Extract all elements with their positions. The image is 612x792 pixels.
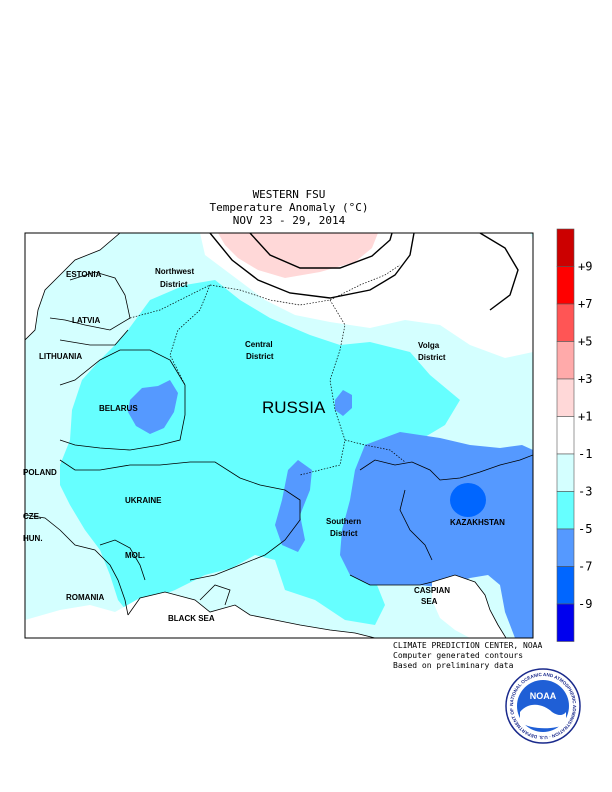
label-black-sea: BLACK SEA (168, 614, 215, 623)
contour-line-a (209, 233, 415, 299)
border-ukraine (59, 459, 301, 581)
credit-line-3: Based on preliminary data (393, 661, 514, 670)
map-subtitle: Temperature Anomaly (°C) (209, 201, 369, 214)
legend-tick-label: -3 (578, 485, 592, 499)
border-caucasus (349, 574, 433, 586)
label-latvia: LATVIA (72, 316, 101, 325)
legend-tick-label: -9 (578, 597, 592, 611)
anomaly-pocket-belarus (128, 380, 178, 434)
legend-tick-label: -1 (578, 447, 592, 461)
legend-swatch (556, 228, 575, 267)
legend-tick-label: -7 (578, 560, 592, 574)
label-estonia: ESTONIA (66, 270, 102, 279)
district-border-northwest (129, 264, 401, 319)
map-title: WESTERN FSU (252, 188, 326, 201)
anomaly-band-pink (218, 233, 378, 278)
credit-block: CLIMATE PREDICTION CENTER, NOAA Computer… (393, 641, 542, 671)
border-moldova (99, 539, 146, 581)
anomaly-pocket-central (335, 390, 352, 416)
border-kazakhstan (359, 454, 533, 481)
legend-swatch (556, 603, 575, 642)
legend-tick-label: +5 (578, 335, 592, 349)
label-volga-2: District (418, 353, 446, 362)
map-title-block: WESTERN FSU Temperature Anomaly (°C) NOV… (0, 188, 578, 227)
legend-swatch (556, 266, 575, 305)
baltic-sea (25, 233, 120, 340)
label-czech: CZE. (23, 512, 41, 521)
label-caspian-2: SEA (421, 597, 438, 606)
legend-swatch (556, 453, 575, 492)
logo-bird-icon (520, 704, 566, 729)
district-border-southern (344, 439, 406, 463)
anomaly-pocket-kazakhstan (450, 483, 486, 517)
label-caspian-1: CASPIAN (414, 586, 450, 595)
label-northwest-1: Northwest (155, 267, 194, 276)
legend-swatch (556, 416, 575, 455)
border-volga-delta (399, 489, 433, 561)
label-moldova: MOL. (125, 551, 145, 560)
credit-line-2: Computer generated contours (393, 651, 524, 660)
border-romania (25, 514, 129, 616)
coastline-black-sea (127, 591, 376, 638)
label-ukraine: UKRAINE (125, 496, 162, 505)
border-lithuania (59, 329, 129, 346)
legend-swatch (556, 528, 575, 567)
label-poland: POLAND (23, 468, 57, 477)
label-kazakhstan: KAZAKHSTAN (450, 518, 505, 527)
label-southern-2: District (330, 529, 358, 538)
label-belarus: BELARUS (99, 404, 138, 413)
label-volga-1: Volga (418, 341, 440, 350)
label-central-1: Central (245, 340, 273, 349)
label-romania: ROMANIA (66, 593, 104, 602)
map-labels: RUSSIA ESTONIA LATVIA LITHUANIA BELARUS … (23, 267, 505, 623)
legend-tick-label: +7 (578, 297, 592, 311)
anomaly-band-cyan (60, 280, 460, 625)
coastline-baltic (25, 233, 121, 341)
legend-tick-label: +3 (578, 372, 592, 386)
logo-center-text: NOAA (530, 691, 557, 701)
legend-swatch (556, 341, 575, 380)
label-central-2: District (246, 352, 274, 361)
label-lithuania: LITHUANIA (39, 352, 82, 361)
map-date: NOV 23 - 29, 2014 (232, 214, 346, 227)
district-border-central-west (169, 284, 211, 386)
legend-tick-label: +1 (578, 410, 592, 424)
black-sea (25, 592, 375, 638)
credit-line-1: CLIMATE PREDICTION CENTER, NOAA (393, 641, 543, 650)
map-frame (24, 232, 534, 639)
legend-swatch (556, 491, 575, 530)
caspian-sea (432, 575, 506, 638)
border-belarus (59, 349, 186, 451)
label-russia: RUSSIA (262, 398, 326, 417)
legend-swatch (556, 303, 575, 342)
contour-line-c (479, 233, 519, 311)
color-legend: +9 +7 +5 +3 +1 -1 -3 -5 -7 -9 (556, 228, 592, 642)
legend-tick-label: +9 (578, 260, 592, 274)
coastline-caspian (431, 574, 507, 638)
contour-line-b (249, 233, 393, 269)
anomaly-pocket-south (275, 460, 312, 552)
legend-tick-label: -5 (578, 522, 592, 536)
anomaly-band-blue (340, 432, 533, 638)
legend-swatch (556, 378, 575, 417)
coastline-crimea (199, 584, 231, 606)
label-northwest-2: District (160, 280, 188, 289)
label-hungary: HUN. (23, 534, 43, 543)
legend-swatch (556, 566, 575, 605)
label-southern-1: Southern (326, 517, 361, 526)
